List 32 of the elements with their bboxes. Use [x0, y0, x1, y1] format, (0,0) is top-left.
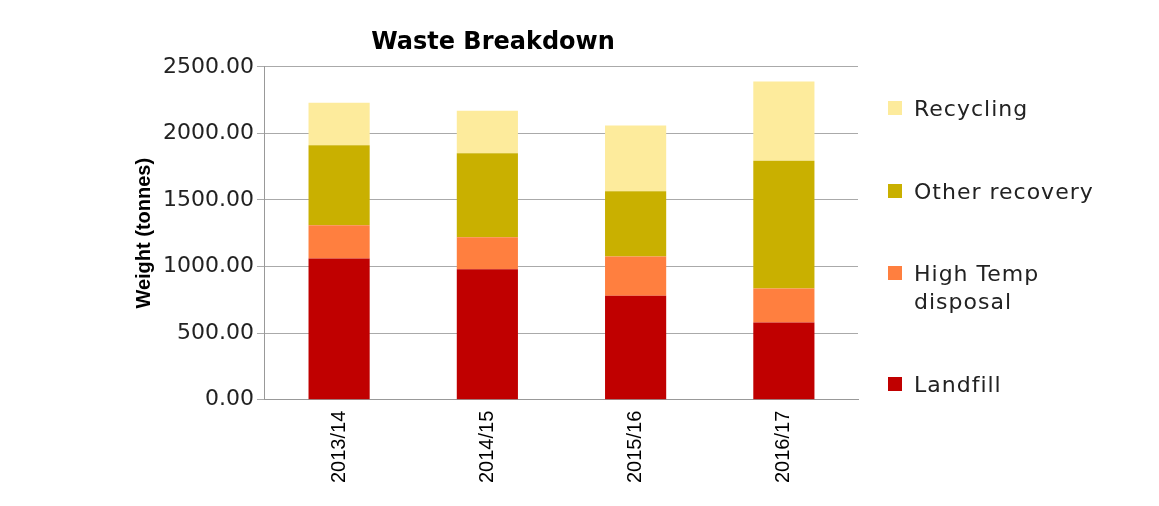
bar [308, 258, 370, 400]
bar [456, 110, 518, 154]
bar [456, 153, 518, 238]
bar [456, 269, 518, 400]
bar [753, 81, 815, 161]
y-tick-label: 2000.00 [162, 119, 254, 145]
y-tick-label: 1500.00 [162, 185, 254, 211]
bar [753, 160, 815, 289]
legend-label: Landfill [914, 370, 1002, 399]
bar [605, 125, 667, 192]
x-tick-label: 2013/14 [326, 410, 349, 483]
y-tick-label: 2500.00 [162, 52, 254, 78]
bar [308, 225, 370, 259]
legend-label: Recycling [914, 95, 1029, 124]
chart-title: Waste Breakdown [371, 26, 615, 55]
y-tick-label: 1000.00 [162, 252, 254, 278]
bar [753, 288, 815, 323]
x-tick-label: 2014/15 [474, 410, 497, 483]
legend-label: Other recovery [914, 177, 1094, 206]
y-tick-label: 500.00 [176, 318, 254, 344]
y-axis-title: Weight (tonnes) [131, 157, 154, 309]
bar [753, 322, 815, 400]
bar [605, 295, 667, 400]
bar [308, 145, 370, 226]
bar [605, 256, 667, 296]
x-tick-label: 2015/16 [623, 410, 646, 483]
legend-label: High Temp disposal [914, 260, 1041, 317]
bar [456, 237, 518, 270]
bar [605, 191, 667, 257]
x-tick-label: 2016/17 [771, 410, 794, 483]
bar [308, 102, 370, 146]
y-tick-label: 0.00 [204, 385, 254, 411]
